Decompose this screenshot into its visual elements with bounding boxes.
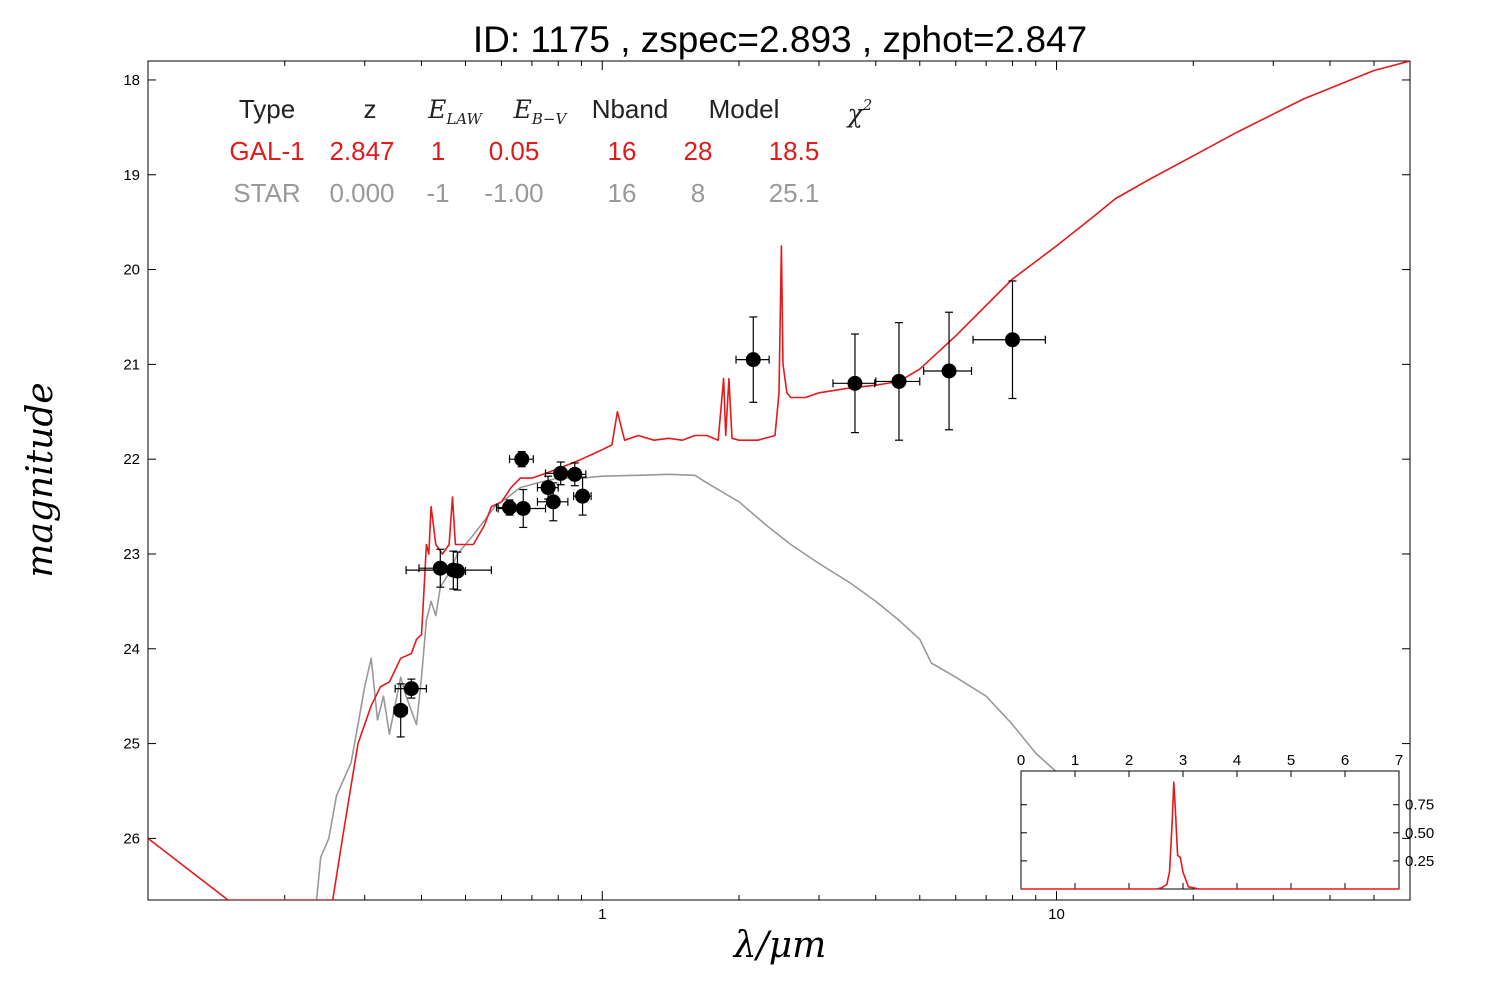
inset-x-tick-label: 7: [1395, 752, 1403, 769]
table-cell-chi2: 25.1: [769, 178, 820, 208]
header-chi2-main: χ: [846, 99, 865, 128]
header-chi2: χ2: [846, 96, 873, 128]
y-tick-label: 22: [123, 451, 140, 468]
table-cell-type: STAR: [233, 178, 300, 208]
photometry-point: [562, 462, 587, 487]
photometry-point: [393, 683, 409, 738]
y-tick-label: 18: [123, 72, 140, 89]
data-point: [941, 363, 957, 379]
data-point: [847, 375, 863, 391]
photometry-point: [536, 475, 559, 500]
inset-x-tick-label: 4: [1233, 752, 1241, 769]
photometry-point: [832, 333, 876, 434]
photometry-point: [448, 551, 467, 591]
data-point: [545, 494, 561, 510]
data-point: [515, 500, 531, 516]
table-cell-nband: 16: [608, 136, 637, 166]
inset-x-tick-label: 2: [1125, 752, 1133, 769]
chart-title: ID: 1175 , zspec=2.893 , zphot=2.847: [473, 19, 1087, 60]
sed-curves: [148, 61, 1410, 900]
table-cell-elaw: -1: [426, 178, 449, 208]
table-row-gal-1: GAL-1 2.847 1 0.05 16 28 18.5: [229, 136, 819, 166]
header-ebv: EB−V: [513, 95, 569, 128]
x-tick-label: 10: [1048, 906, 1065, 923]
photometry-points: [393, 280, 1046, 738]
data-point: [1004, 332, 1020, 348]
inset-frame: [1020, 770, 1400, 890]
data-point: [502, 500, 518, 516]
plot-frame: [147, 60, 1411, 901]
header-z: z: [364, 94, 377, 124]
data-point: [567, 466, 583, 482]
photometry-point: [735, 316, 770, 403]
data-point: [575, 488, 591, 504]
sed-curve-gal-1: [148, 61, 1410, 900]
data-point: [393, 702, 409, 718]
header-elaw: ELAW: [427, 95, 483, 128]
header-model: Model: [709, 94, 780, 124]
photometry-point: [573, 476, 592, 516]
photometry-point: [536, 482, 569, 522]
header-ebv-main: E: [513, 95, 532, 124]
x-axis-label: λ/μm: [732, 925, 826, 966]
table-cell-nband: 16: [608, 178, 637, 208]
y-tick-label: 19: [123, 167, 140, 184]
inset-x-tick-label: 0: [1017, 752, 1025, 769]
data-point: [514, 451, 530, 467]
table-cell-model: 28: [684, 136, 713, 166]
table-cell-ebv: -1.00: [484, 178, 543, 208]
x-tick-label: 1: [598, 906, 606, 923]
inset-x-tick-label: 1: [1071, 752, 1079, 769]
photometry-point: [923, 311, 973, 431]
header-elaw-main: E: [427, 95, 446, 124]
y-tick-label: 26: [123, 830, 140, 847]
photometry-point: [508, 450, 534, 468]
header-ebv-sub: B−V: [531, 110, 569, 128]
header-nband: Nband: [592, 94, 669, 124]
inset-x-tick-label: 3: [1179, 752, 1187, 769]
inset-pdf-curve: [1021, 781, 1399, 890]
data-point: [540, 480, 556, 496]
y-tick-label: 25: [123, 736, 140, 753]
inset-x-tick-label: 6: [1341, 752, 1349, 769]
data-point: [745, 352, 761, 368]
inset-y-tick-label: 0.75: [1405, 797, 1434, 814]
data-point: [891, 373, 907, 389]
table-cell-elaw: 1: [431, 136, 445, 166]
header-chi2-sup: 2: [862, 96, 873, 114]
inset-y-tick-label: 0.25: [1405, 853, 1434, 870]
table-cell-ebv: 0.05: [489, 136, 540, 166]
table-row-star: STAR 0.000 -1 -1.00 16 8 25.1: [233, 178, 819, 208]
photometry-point: [972, 280, 1046, 400]
header-elaw-sub: LAW: [445, 110, 483, 128]
data-point: [432, 560, 448, 576]
redshift-pdf-inset: 0 1 2 3 4 5 6 7 0.25 0.50 0.75: [1017, 752, 1434, 890]
photometry-point: [497, 488, 547, 529]
y-tick-label: 23: [123, 546, 140, 563]
photometry-point: [875, 322, 921, 441]
table-cell-z: 2.847: [329, 136, 394, 166]
data-point: [449, 563, 465, 579]
data-point: [553, 465, 569, 481]
photometry-point: [394, 678, 427, 699]
y-tick-label: 24: [123, 641, 140, 658]
y-axis-label: magnitude: [20, 382, 61, 577]
table-cell-type: GAL-1: [229, 136, 304, 166]
table-cell-model: 8: [691, 178, 705, 208]
y-tick-label: 21: [123, 356, 140, 373]
header-type: Type: [239, 94, 295, 124]
y-tick-label: 20: [123, 262, 140, 279]
inset-y-tick-label: 0.50: [1405, 825, 1434, 842]
inset-x-tick-label: 5: [1287, 752, 1295, 769]
table-cell-z: 0.000: [329, 178, 394, 208]
data-point: [403, 681, 419, 697]
table-cell-chi2: 18.5: [769, 136, 820, 166]
